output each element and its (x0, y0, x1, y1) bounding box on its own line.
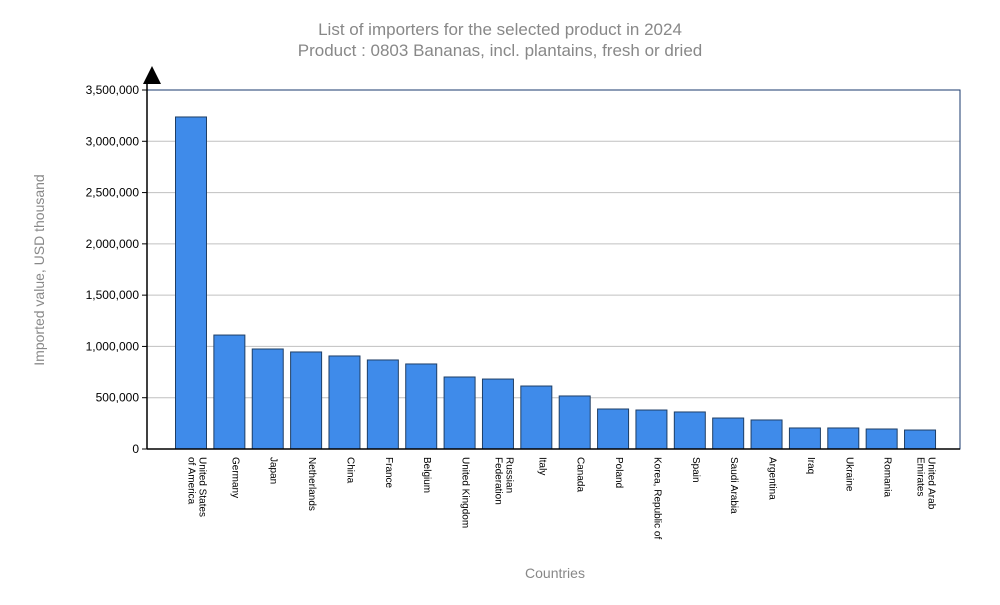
y-tick-label: 2,500,000 (86, 186, 140, 200)
x-tick-label: Canada (575, 457, 586, 492)
bar (673, 411, 706, 450)
x-tick-label-line: Germany (229, 457, 240, 498)
x-tick-label-line: United Kingdom (460, 457, 471, 528)
bar (827, 427, 860, 450)
x-tick-label-line: Saudi Arabia (728, 457, 739, 514)
x-tick-label-line: Iraq (805, 457, 816, 474)
bar (366, 359, 399, 450)
x-tick-label: Germany (229, 457, 240, 498)
x-tick-label: Argentina (767, 457, 778, 500)
x-tick-label: Saudi Arabia (728, 457, 739, 514)
x-tick-label: France (383, 457, 394, 489)
x-tick-label: Belgium (421, 457, 432, 493)
bar (904, 429, 937, 450)
x-tick-label-line: United States (197, 457, 208, 517)
x-tick-label-line: Canada (575, 457, 586, 492)
x-tick-label-line: Russian (503, 457, 514, 493)
y-tick-label: 1,000,000 (86, 339, 140, 353)
x-tick-label: Japan (268, 457, 279, 484)
x-tick-label-line: Korea, Republic of (651, 457, 662, 539)
x-tick-label-line: Ukraine (843, 457, 854, 492)
x-tick-label-line: Romania (882, 457, 893, 497)
y-axis-arrow-icon (143, 66, 161, 84)
x-tick-label: Poland (613, 457, 624, 488)
bar (405, 363, 438, 450)
chart-title: List of importers for the selected produ… (318, 20, 682, 39)
y-tick-label: 3,000,000 (86, 134, 140, 148)
bar (328, 355, 361, 450)
y-tick-label: 1,500,000 (86, 288, 140, 302)
x-tick-label-line: Netherlands (306, 457, 317, 511)
x-tick-label-line: Belgium (421, 457, 432, 493)
x-tick-label-line: United Arab (926, 457, 937, 510)
x-tick-label: United ArabEmirates (915, 457, 937, 510)
bar (865, 428, 898, 450)
x-tick-label: RussianFederation (492, 457, 514, 505)
x-tick-label-line: Spain (690, 457, 701, 483)
x-tick-label-line: Italy (536, 457, 547, 475)
bar (251, 348, 284, 450)
bar (290, 351, 323, 450)
y-tick-label: 3,500,000 (86, 83, 140, 97)
bar (635, 409, 668, 450)
bar (443, 376, 476, 450)
x-axis-label: Countries (525, 565, 585, 581)
x-tick-label: Ukraine (843, 457, 854, 492)
x-tick-label: China (344, 457, 355, 484)
x-tick-label: United Kingdom (460, 457, 471, 528)
x-tick-label-line: Argentina (767, 457, 778, 500)
x-tick-label: Italy (536, 457, 547, 475)
y-axis-label: Imported value, USD thousand (31, 174, 47, 365)
x-tick-label: United Statesof America (186, 457, 208, 517)
bar (213, 334, 246, 450)
bar (750, 419, 783, 450)
bar (712, 417, 745, 450)
bar (175, 116, 207, 450)
x-tick-label-line: Japan (268, 457, 279, 484)
x-tick-label-line: of America (186, 457, 197, 505)
y-tick-label: 500,000 (96, 391, 140, 405)
bar (481, 378, 514, 450)
chart-subtitle: Product : 0803 Bananas, incl. plantains,… (298, 41, 702, 60)
x-tick-label: Iraq (805, 457, 816, 474)
x-tick-label-line: China (344, 457, 355, 484)
y-tick-label: 2,000,000 (86, 237, 140, 251)
x-tick-label: Netherlands (306, 457, 317, 511)
bar (597, 408, 630, 450)
bar (788, 427, 821, 450)
y-tick-label: 0 (132, 442, 139, 456)
x-tick-label: Spain (690, 457, 701, 483)
x-tick-label: Romania (882, 457, 893, 497)
x-tick-label-line: France (383, 457, 394, 489)
bar (520, 385, 553, 450)
x-tick-label-line: Federation (492, 457, 503, 505)
bar (558, 395, 591, 450)
x-tick-label-line: Emirates (915, 457, 926, 496)
x-tick-label-line: Poland (613, 457, 624, 488)
x-tick-label: Korea, Republic of (651, 457, 662, 539)
